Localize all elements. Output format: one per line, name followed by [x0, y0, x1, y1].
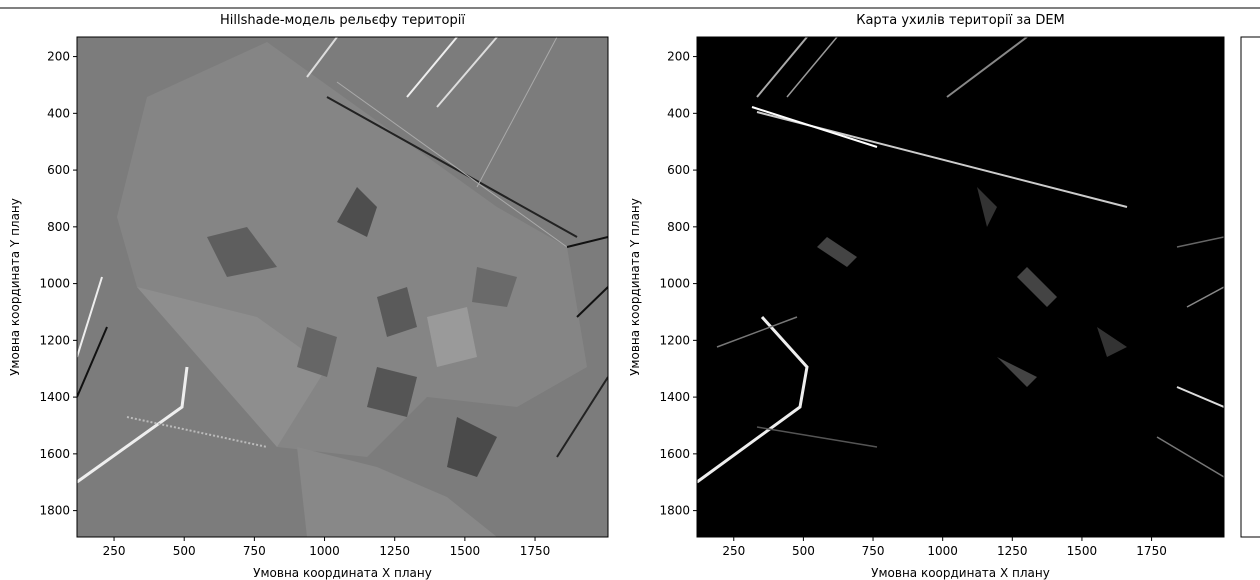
page: 250 500 750 1000 1250 1500 1750 200 400 600 800 100…	[0, 0, 1260, 580]
y-tick-label: 600	[47, 163, 70, 177]
y-tick-label: 1800	[659, 504, 690, 518]
slope-image	[697, 37, 1224, 537]
x-tick-label: 1750	[1136, 544, 1167, 558]
y-tick-label: 1400	[39, 390, 70, 404]
x-tick-label: 1250	[997, 544, 1028, 558]
x-tick-label: 750	[243, 544, 266, 558]
x-axis-label: Умовна координата X плану	[253, 566, 432, 580]
y-tick-label: 1400	[659, 390, 690, 404]
chart-title: Карта ухилів території за DEM	[856, 13, 1065, 28]
y-tick-label: 1000	[39, 277, 70, 291]
y-tick-label: 1600	[659, 447, 690, 461]
y-tick-label: 800	[667, 220, 690, 234]
x-tick-label: 500	[792, 544, 815, 558]
x-tick-label: 1500	[1067, 544, 1098, 558]
y-tick-label: 200	[667, 50, 690, 64]
x-tick-label: 1500	[450, 544, 481, 558]
y-tick-label: 800	[47, 220, 70, 234]
x-axis-label: Умовна координата X плану	[871, 566, 1050, 580]
y-tick-label: 1200	[39, 333, 70, 347]
y-tick-label: 1600	[39, 447, 70, 461]
x-tick-label: 1750	[520, 544, 551, 558]
figure: 250 500 750 1000 1250 1500 1750 200 400 600 800 100…	[0, 0, 1260, 580]
y-tick-label: 1200	[659, 333, 690, 347]
y-tick-label: 400	[47, 106, 70, 120]
y-tick-label: 1800	[39, 504, 70, 518]
x-tick-label: 1000	[309, 544, 340, 558]
hillshade-image	[77, 37, 608, 537]
y-tick-label: 1000	[659, 277, 690, 291]
y-axis-label: Умовна координата Y плану	[628, 198, 642, 376]
chart-title: Hillshade-модель рельєфу території	[220, 13, 465, 28]
y-tick-label: 200	[47, 50, 70, 64]
colorbar-edge	[1241, 37, 1260, 537]
y-axis-label: Умовна координата Y плану	[8, 198, 22, 376]
x-tick-label: 250	[722, 544, 745, 558]
y-tick-label: 400	[667, 106, 690, 120]
x-tick-label: 1250	[379, 544, 410, 558]
x-tick-label: 250	[103, 544, 126, 558]
x-tick-label: 1000	[927, 544, 958, 558]
y-tick-label: 600	[667, 163, 690, 177]
x-tick-label: 500	[173, 544, 196, 558]
x-tick-label: 750	[862, 544, 885, 558]
